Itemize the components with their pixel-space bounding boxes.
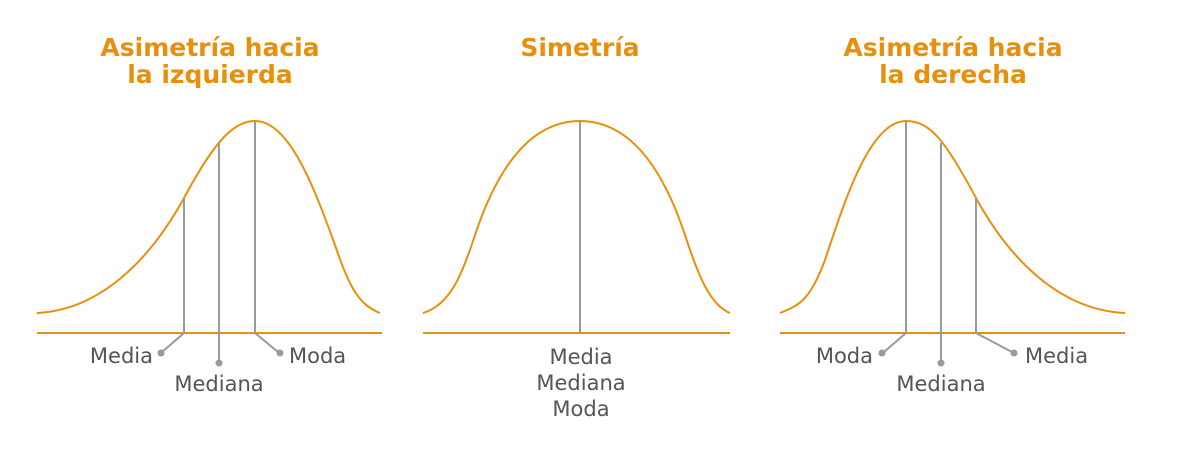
left-mediana-label: Mediana [174,372,263,396]
center-moda-label: Moda [552,397,609,421]
right-mediana-label: Mediana [896,372,985,396]
left-media-dot [157,349,165,357]
right-mediana-dot [937,359,945,367]
right-media-dot [1010,349,1018,357]
panel-left-title-line1: Asimetría hacia [100,33,319,62]
center-media-label: Media [549,345,612,369]
left-moda-label: Moda [289,344,346,368]
symmetric-curve [422,119,731,314]
left-media-label: Media [90,344,153,368]
panel-center-symmetric: Simetría Media Mediana Moda [422,33,731,421]
left-moda-dot [276,349,284,357]
left-moda-leader [254,332,279,353]
left-skew-curve [36,119,381,314]
right-moda-dot [878,349,886,357]
right-skew-curve [779,119,1126,314]
panel-left-title-line2: la izquierda [127,60,293,89]
panel-center-title: Simetría [520,33,639,62]
panel-right-title-line2: la derecha [879,60,1027,89]
panel-right-skew: Asimetría hacia la derecha Moda Mediana … [779,33,1126,396]
right-moda-leader [883,332,907,353]
left-mediana-dot [215,359,223,367]
panel-left-skew: Asimetría hacia la izquierda Media Media… [36,33,382,396]
right-media-leader [975,332,1013,353]
right-moda-label: Moda [816,344,873,368]
left-media-leader [161,332,185,353]
panel-right-title-line1: Asimetría hacia [843,33,1062,62]
center-mediana-label: Mediana [536,371,625,395]
right-media-label: Media [1025,344,1088,368]
